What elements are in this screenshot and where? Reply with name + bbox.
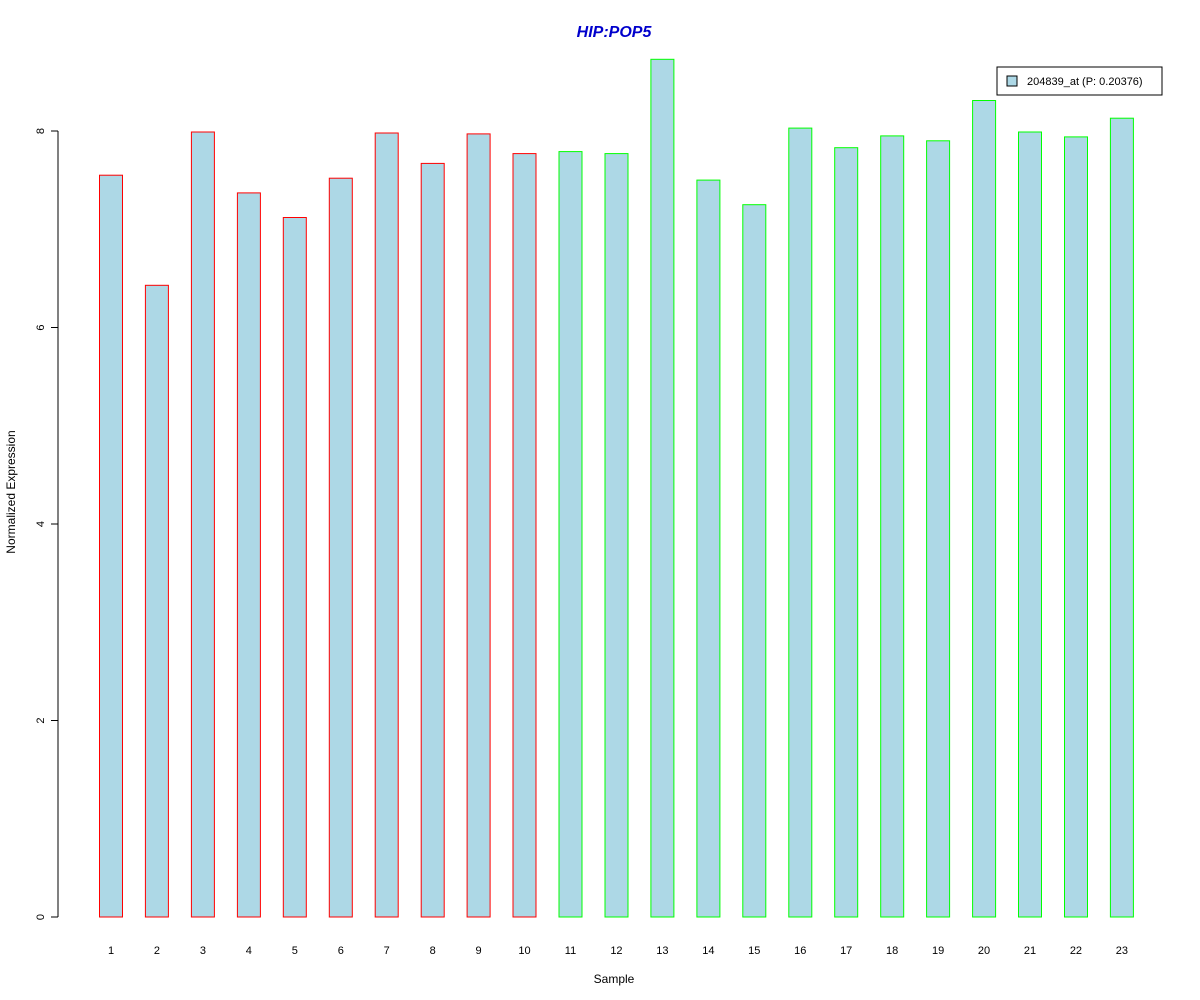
bar-sample-10 [512, 153, 537, 918]
x-tick-label: 16 [794, 945, 806, 957]
x-tick-label: 12 [610, 945, 622, 957]
y-tick-label: 6 [35, 324, 47, 330]
bar-sample-20 [972, 100, 997, 918]
bar-sample-17 [834, 147, 859, 918]
x-tick-label: 13 [656, 945, 668, 957]
x-tick-label: 23 [1116, 945, 1128, 957]
bar-sample-18 [880, 135, 905, 918]
x-tick-label: 6 [338, 945, 344, 957]
x-tick-label: 1 [108, 945, 114, 957]
x-tick-label: 21 [1024, 945, 1036, 957]
bar-sample-22 [1064, 136, 1088, 918]
bar-sample-15 [742, 204, 767, 918]
bar-sample-7 [374, 132, 399, 918]
x-tick-label: 8 [430, 945, 436, 957]
x-tick-label: 19 [932, 945, 944, 957]
legend-swatch [1006, 75, 1018, 87]
bars [99, 58, 1134, 918]
bar-sample-13 [650, 58, 675, 918]
bar-sample-3 [190, 131, 215, 918]
bar-sample-14 [696, 179, 721, 918]
bar-sample-12 [604, 153, 629, 918]
legend: 204839_at (P: 0.20376) [996, 66, 1163, 96]
chart-title: HIP:POP5 [577, 24, 653, 41]
bar-sample-23 [1109, 117, 1134, 918]
x-tick-label: 18 [886, 945, 898, 957]
bar-sample-8 [420, 162, 445, 918]
bar-sample-2 [144, 284, 169, 918]
x-tick-label: 15 [748, 945, 760, 957]
y-axis-label: Normalized Expression [4, 430, 18, 553]
y-tick-label: 2 [35, 717, 47, 723]
x-tick-label: 10 [518, 945, 530, 957]
x-tick-label: 4 [246, 945, 252, 957]
bar-sample-4 [236, 192, 261, 918]
x-tick-label: 14 [702, 945, 714, 957]
bar-sample-6 [328, 177, 353, 918]
x-tick-label: 22 [1070, 945, 1082, 957]
y-tick-label: 0 [35, 914, 47, 920]
x-tick-label: 11 [565, 945, 576, 957]
bar-sample-1 [99, 174, 123, 918]
bar-sample-21 [1018, 131, 1042, 918]
y-axis: 0 2 4 6 8 [35, 128, 59, 920]
x-tick-label: 17 [840, 945, 852, 957]
bar-sample-5 [282, 217, 307, 918]
y-tick-label: 8 [35, 128, 47, 134]
bar-sample-9 [466, 133, 491, 918]
x-axis-label: Sample [594, 972, 635, 986]
legend-box [996, 66, 1163, 96]
bar-sample-16 [788, 127, 813, 918]
x-tick-label: 7 [384, 945, 390, 957]
x-tick-label: 9 [476, 945, 482, 957]
x-tick-labels: 1 2 3 4 5 6 7 8 9 10 11 12 13 14 15 16 17 18 19 20 21 22 23 [108, 945, 1128, 957]
legend-label: 204839_at (P: 0.20376) [1027, 76, 1143, 88]
bar-sample-11 [558, 151, 583, 918]
x-tick-label: 2 [154, 945, 160, 957]
x-tick-label: 20 [978, 945, 990, 957]
x-tick-label: 5 [292, 945, 298, 957]
x-tick-label: 3 [200, 945, 206, 957]
bar-sample-19 [926, 140, 951, 918]
y-tick-label: 4 [35, 521, 47, 527]
